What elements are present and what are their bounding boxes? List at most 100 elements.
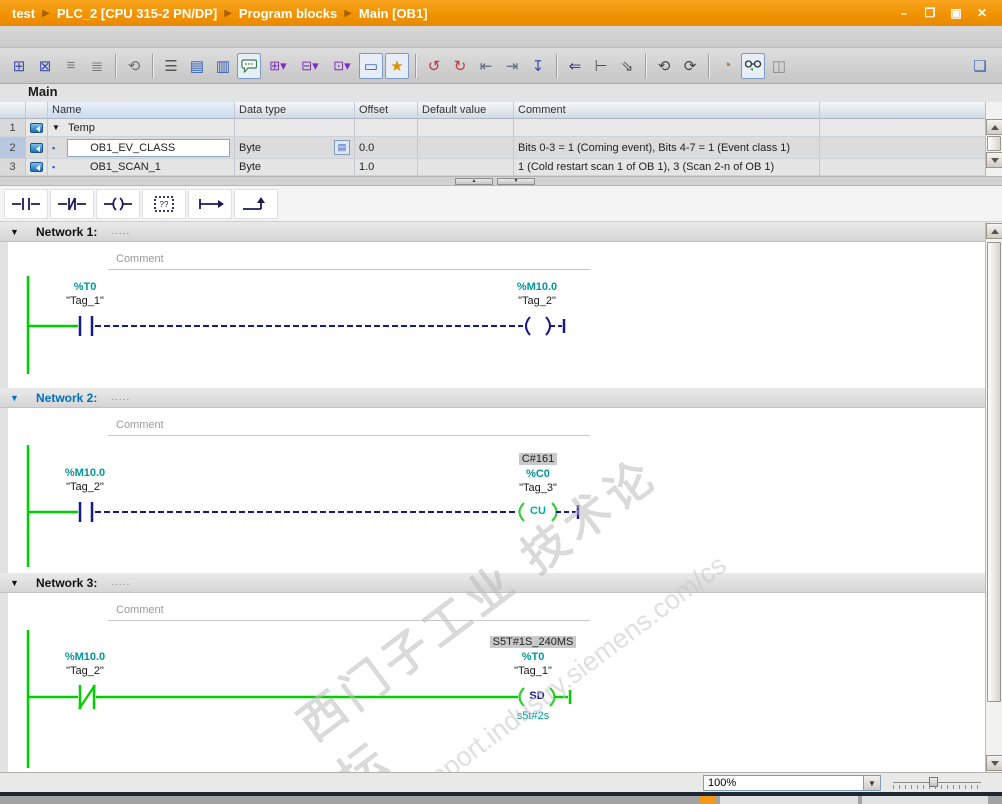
reset-start-values-icon[interactable]: ⟲ [127,57,141,75]
update-block-call-icon[interactable]: ⇤ [479,57,493,75]
network-2-header[interactable]: ▼ Network 2: ..... [0,388,985,408]
sync-block-call-icon[interactable]: ⇥ [505,57,519,75]
close-all-networks-icon[interactable]: ▤ [189,57,205,75]
network-2-comment[interactable]: Comment [108,414,590,436]
scroll-up-button[interactable] [986,223,1002,239]
network-1-comment[interactable]: Comment [108,248,590,270]
delete-network-icon[interactable]: ⊠ [38,57,52,75]
open-branch-button[interactable] [188,188,232,219]
table-editor-splitter[interactable]: ▲ ▼ [0,176,1002,186]
breadcrumb-main-ob1[interactable]: Main [OB1] [358,5,428,21]
network-2-rung[interactable]: %M10.0 "Tag_2" C#161 %C0 "Tag_3" CU [0,440,985,573]
default-value-cell[interactable] [418,119,514,137]
scrollbar-thumb[interactable] [987,136,1001,151]
header-default-value[interactable]: Default value [418,102,514,119]
zoom-combobox[interactable]: 100% ▼ [703,775,881,791]
network-title-placeholder[interactable]: ..... [111,577,131,588]
coil-address[interactable]: %M10.0 [516,281,558,293]
contact-address[interactable]: %M10.0 [64,651,106,663]
network-1-rung[interactable]: %T0 "Tag_1" %M10.0 "Tag_2" [0,270,985,388]
maximize-button[interactable]: ▣ [950,6,962,20]
contact-address[interactable]: %T0 [73,281,97,293]
comment-cell[interactable] [514,119,820,137]
timer-duration-param[interactable]: s5t#2s [516,710,550,722]
goto-previous-point-icon[interactable]: ⇐ [568,57,582,75]
coil-button[interactable] [96,188,140,219]
contact-address[interactable]: %M10.0 [64,467,106,479]
offset-cell[interactable]: 0.0 [355,137,418,159]
network-title[interactable]: Network 3: [36,575,98,590]
close-button[interactable]: ✕ [976,6,988,20]
network-comments-toggle-icon[interactable] [237,52,261,79]
scroll-down-button[interactable] [986,152,1002,168]
collapse-triangle-icon[interactable]: ▼ [52,123,60,132]
box-input-add-icon[interactable]: ⊞▾ [269,57,287,73]
network-3-header[interactable]: ▼ Network 3: ..... [0,573,985,593]
data-block-lock-icon[interactable]: ◫ [771,57,787,75]
network-title-placeholder[interactable]: ..... [111,392,131,403]
add-row-after-icon[interactable]: ≣ [90,57,104,75]
coil-tag[interactable]: "Tag_2" [518,295,556,307]
name-cell[interactable]: ▪ OB1_SCAN_1 [48,159,235,176]
table-scrollbar[interactable] [985,102,1002,176]
monitoring-toggle-icon[interactable] [741,52,765,79]
breadcrumb-program-blocks[interactable]: Program blocks [238,5,338,21]
coil-address[interactable]: %T0 [521,651,545,663]
restore-button[interactable]: ❐ [924,6,936,20]
jump-forward-icon[interactable]: ⟳ [683,57,697,75]
scrollbar-thumb[interactable] [987,242,1001,702]
split-editor-space-icon[interactable]: ❏ [973,57,987,75]
close-branch-button[interactable] [234,188,278,219]
network-title-placeholder[interactable]: ..... [111,226,131,237]
minimize-button[interactable]: – [900,6,908,20]
goto-usage-icon[interactable]: ⇘ [620,57,634,75]
empty-box-insert-icon[interactable]: ▭ [359,52,383,79]
breadcrumb-project[interactable]: test [12,5,36,21]
zoom-dropdown-button[interactable]: ▼ [863,776,880,790]
comment-cell[interactable]: 1 (Cold restart scan 1 of OB 1), 3 (Scan… [514,159,820,176]
lad-program-editor[interactable]: ▼ Network 1: ..... Comment %T0 "Tag_1" %… [0,222,985,772]
network-3-rung[interactable]: %M10.0 "Tag_2" S5T#1S_240MS %T0 "Tag_1" … [0,625,985,772]
data-type-cell[interactable] [235,119,355,137]
collapse-triangle-icon[interactable]: ▼ [10,392,19,403]
timer-preset-value[interactable]: S5T#1S_240MS [478,635,588,649]
nc-contact-button[interactable] [50,188,94,219]
coil-operation[interactable]: CU [530,505,546,517]
offset-cell[interactable] [355,119,418,137]
contact-tag[interactable]: "Tag_2" [66,481,104,493]
download-icon[interactable]: ↧ [531,57,545,75]
default-value-cell[interactable] [418,137,514,159]
collapse-triangle-icon[interactable]: ▼ [10,577,19,588]
data-type-cell[interactable]: Byte [235,159,355,176]
favorites-toggle-icon[interactable]: ★ [385,52,409,79]
data-type-cell[interactable]: Byte ▤ [235,137,355,159]
header-name[interactable]: Name [48,102,235,119]
contact-tag[interactable]: "Tag_1" [66,295,104,307]
breadcrumb-plc[interactable]: PLC_2 [CPU 315-2 PN/DP] [56,5,218,21]
contact-tag[interactable]: "Tag_2" [66,665,104,677]
goto-next-error-icon[interactable]: ↻ [453,57,467,75]
name-cell[interactable]: ▼ Temp [48,119,235,137]
network-1-header[interactable]: ▼ Network 1: ..... [0,222,985,242]
coil-tag[interactable]: "Tag_3" [519,482,557,494]
absolute-symbolic-icon[interactable]: ☰ [164,57,178,75]
operand-add-icon[interactable]: ⊡▾ [333,57,351,73]
counter-preset-value[interactable]: C#161 [483,452,593,466]
goto-definition-icon[interactable]: ⊢ [594,57,608,75]
comment-cell[interactable]: Bits 0-3 = 1 (Coming event), Bits 4-7 = … [514,137,820,159]
network-title[interactable]: Network 1: [36,224,98,239]
open-all-networks-icon[interactable]: ▥ [215,57,231,75]
table-row[interactable]: 2 ▪ OB1_EV_CLASS Byte ▤ 0.0 Bits 0-3 = 1… [0,137,985,159]
collapse-triangle-icon[interactable]: ▼ [10,226,19,237]
coil-address[interactable]: %C0 [526,468,550,480]
splitter-expand-button[interactable]: ▼ [497,178,535,185]
editor-scrollbar[interactable] [985,222,1002,772]
no-contact-button[interactable] [4,188,48,219]
multi-instance-add-icon[interactable]: ⊟▾ [301,57,319,73]
call-structure-icon[interactable]: ◔ [722,57,732,74]
splitter-collapse-button[interactable]: ▲ [455,178,493,185]
header-comment[interactable]: Comment [514,102,820,119]
empty-box-button[interactable]: ?? [142,188,186,219]
coil-operation[interactable]: SD [529,690,545,702]
slider-thumb[interactable] [929,777,938,787]
